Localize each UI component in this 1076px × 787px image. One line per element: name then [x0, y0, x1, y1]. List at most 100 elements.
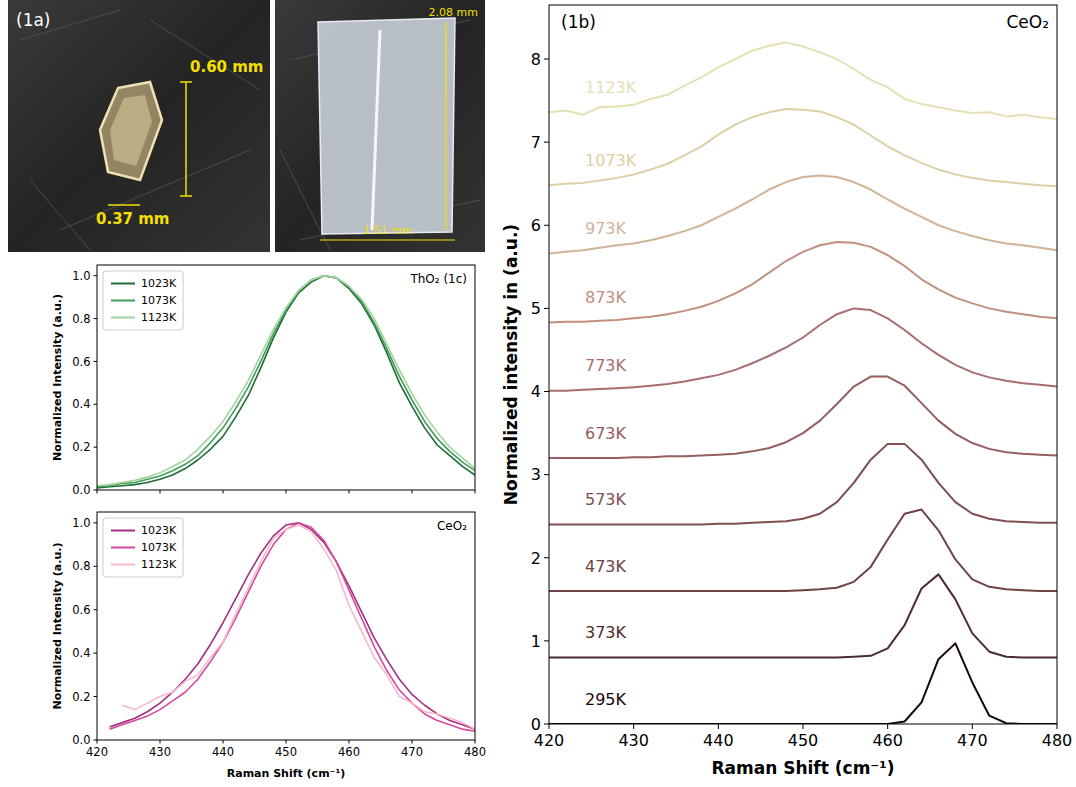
y-axis-title: Normalized Intensity (a.u.) — [51, 543, 64, 710]
x-tick — [160, 740, 161, 744]
scale-bar — [185, 82, 187, 196]
chart-title: ThO₂ (1c) — [409, 272, 467, 286]
x-tick — [633, 724, 634, 729]
x-tick — [223, 490, 224, 494]
x-tick — [972, 724, 973, 729]
y-tick-label: 4 — [531, 382, 541, 401]
y-tick — [544, 308, 549, 309]
series-line — [549, 242, 1057, 323]
crystal — [100, 82, 162, 180]
series-line — [549, 444, 1057, 525]
legend-frame — [103, 271, 183, 330]
texture — [372, 30, 380, 230]
x-tick — [718, 724, 719, 729]
y-tick — [94, 566, 98, 567]
series-line — [97, 276, 475, 487]
x-tick — [286, 490, 287, 494]
y-tick — [94, 404, 98, 405]
series-line — [549, 510, 1057, 591]
y-tick — [544, 474, 549, 475]
series-line — [549, 42, 1057, 118]
y-tick-label: 0.6 — [72, 603, 90, 617]
y-tick-label: 5 — [531, 299, 541, 318]
scale-bar — [445, 22, 446, 230]
x-tick-label: 460 — [338, 745, 360, 759]
scale-label: 1.51 mm — [363, 224, 412, 237]
series-label: 373K — [585, 623, 627, 642]
y-tick-label: 0.6 — [72, 355, 90, 369]
legend-label: 1123K — [141, 311, 177, 324]
x-tick — [412, 490, 413, 494]
texture — [150, 20, 260, 90]
x-axis-title: Raman Shift (cm⁻¹) — [711, 758, 894, 778]
x-tick-label: 420 — [534, 731, 565, 750]
series-line — [549, 574, 1057, 657]
x-tick — [160, 490, 161, 494]
y-tick — [94, 275, 98, 276]
y-tick-label: 0 — [531, 715, 541, 734]
y-tick — [94, 490, 98, 491]
plot-area — [110, 523, 475, 731]
x-tick — [412, 740, 413, 744]
x-tick — [887, 724, 888, 729]
x-axis-title: Raman Shift (cm⁻¹) — [227, 767, 346, 780]
series-label: 773K — [585, 356, 627, 375]
scale-label: 0.37 mm — [96, 210, 170, 228]
y-tick-label: 0.2 — [72, 440, 90, 454]
series-label: 873K — [585, 288, 627, 307]
y-tick — [544, 59, 549, 60]
y-axis-title: Normalized intensity in (a.u.) — [501, 224, 521, 505]
scale-label: 0.60 mm — [190, 58, 264, 76]
chart: 4204304404504604704800.00.20.40.60.81.0R… — [51, 512, 486, 780]
y-tick — [94, 653, 98, 654]
photo-background — [8, 0, 270, 252]
scale-bar — [180, 81, 192, 83]
legend-label: 1023K — [141, 277, 177, 290]
y-tick-label: 7 — [531, 133, 541, 152]
series-line — [97, 276, 475, 486]
series-label: 473K — [585, 557, 627, 576]
scale-label: 2.08 mm — [429, 6, 478, 19]
x-tick-label: 450 — [788, 731, 819, 750]
x-tick-label: 450 — [275, 745, 297, 759]
x-tick-label: 430 — [149, 745, 171, 759]
series-label: 973K — [585, 219, 627, 238]
plot-background — [97, 512, 475, 740]
x-tick — [223, 740, 224, 744]
legend-label: 1123K — [141, 558, 177, 571]
x-tick — [97, 490, 98, 494]
series-label: 1123K — [585, 78, 637, 97]
legend-swatch — [111, 530, 135, 532]
series-label: 295K — [585, 690, 627, 709]
y-tick — [544, 640, 549, 641]
y-axis-title: Normalized Intensity (a.u.) — [51, 294, 64, 461]
x-tick — [349, 490, 350, 494]
panel-label: (1a) — [16, 10, 51, 30]
series-line — [110, 523, 475, 731]
legend-label: 1073K — [141, 541, 177, 554]
scale-bar — [108, 204, 140, 206]
figure: 0.60 mm0.37 mm2.08 mm1.51 mm(1a)42043044… — [0, 0, 1076, 787]
y-tick-label: 1.0 — [72, 516, 90, 530]
x-tick — [97, 740, 98, 744]
x-tick-label: 440 — [703, 731, 734, 750]
y-tick — [94, 361, 98, 362]
x-tick-label: 470 — [401, 745, 423, 759]
x-tick — [349, 740, 350, 744]
chart-title: CeO₂ — [1006, 12, 1049, 32]
x-tick — [286, 740, 287, 744]
y-tick-label: 1.0 — [72, 269, 90, 283]
x-tick — [1057, 724, 1058, 729]
y-tick-label: 0.0 — [72, 733, 90, 747]
series-label: 1073K — [585, 151, 637, 170]
texture — [30, 180, 90, 250]
x-tick — [475, 740, 476, 744]
y-tick — [544, 724, 549, 725]
legend-swatch — [111, 547, 135, 549]
plot-background — [549, 5, 1057, 724]
y-tick-label: 0.8 — [72, 312, 90, 326]
x-tick-label: 480 — [464, 745, 486, 759]
texture — [60, 150, 250, 230]
x-tick-label: 430 — [618, 731, 649, 750]
plot-frame — [97, 512, 475, 740]
